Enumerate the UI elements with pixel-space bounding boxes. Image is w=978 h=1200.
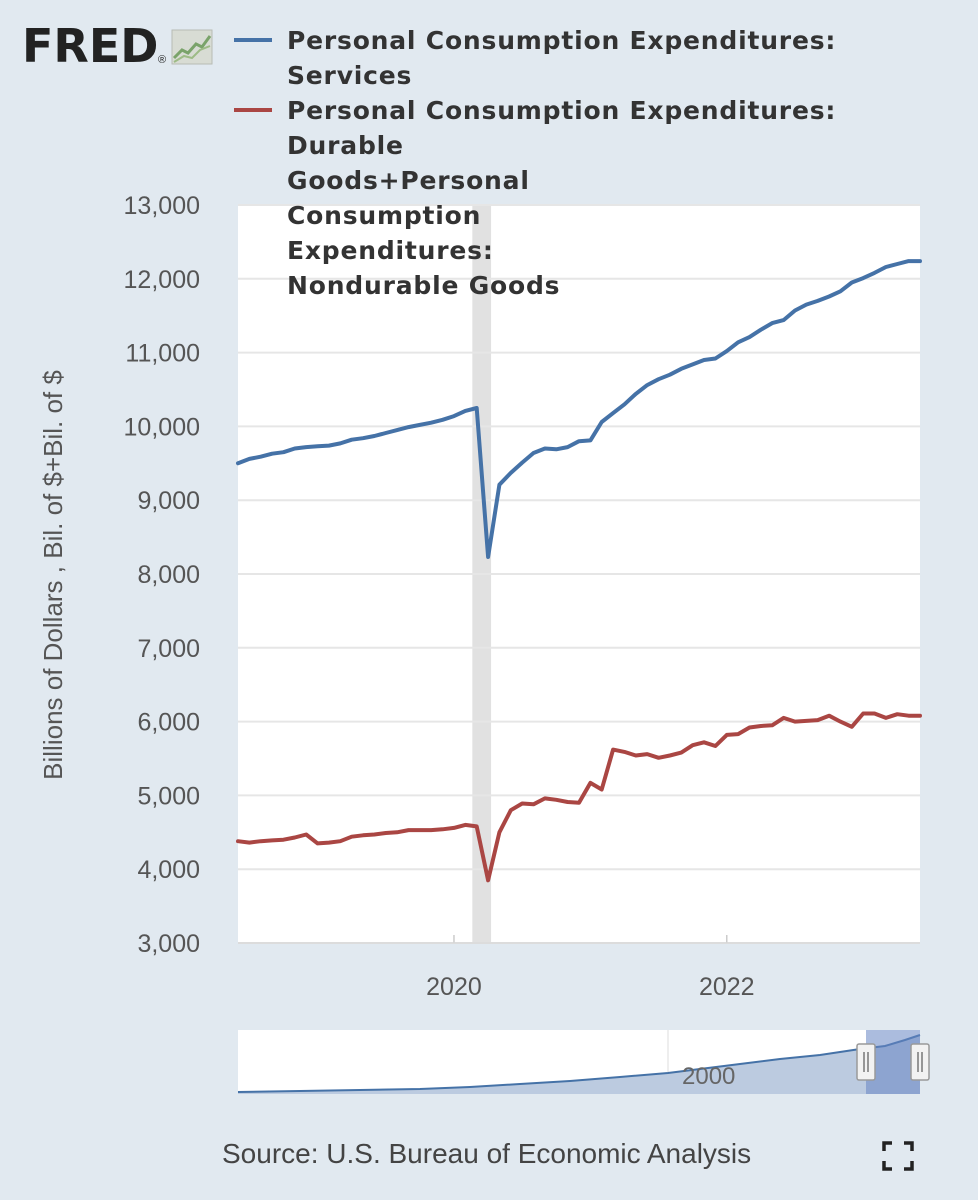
y-axis-label: Billions of Dollars , Bil. of $+Bil. of … (38, 370, 68, 780)
fred-logo[interactable]: FRED ® (22, 19, 213, 73)
legend-label-goods[interactable]: Personal Consumption Expenditures: Durab… (287, 96, 846, 300)
fred-logo-registered: ® (158, 54, 166, 66)
y-tick-label: 13,000 (124, 192, 200, 220)
y-tick-label: 11,000 (125, 340, 200, 368)
y-tick-label: 7,000 (137, 635, 200, 663)
y-tick-label: 5,000 (137, 782, 200, 810)
series-line-services[interactable] (236, 259, 922, 559)
navigator-year-label: 2000 (682, 1063, 735, 1090)
y-tick-label: 10,000 (124, 413, 200, 441)
y-tick-label: 9,000 (137, 487, 200, 515)
series-lines (236, 259, 922, 883)
y-tick-label: 3,000 (137, 930, 200, 958)
legend-label-services[interactable]: Personal Consumption Expenditures: Servi… (287, 26, 846, 90)
fred-logo-text: FRED (22, 19, 158, 73)
navigator-area (238, 1035, 920, 1094)
navigator-handle-right[interactable] (910, 1043, 930, 1081)
expand-icon[interactable] (882, 1141, 914, 1171)
x-tick-marks (238, 935, 920, 944)
legend: Personal Consumption Expenditures: Servi… (234, 26, 846, 300)
navigator-handle-left[interactable] (856, 1043, 876, 1081)
y-tick-labels: 3,000 4,000 5,000 6,000 7,000 8,000 9,000 10,00… (124, 192, 200, 958)
y-tick-label: 8,000 (137, 561, 200, 589)
x-tick-label: 2020 (426, 973, 482, 1001)
x-tick-labels: 2020 2022 (426, 973, 754, 1001)
fred-logo-graph-icon (171, 29, 213, 65)
source-note: Source: U.S. Bureau of Economic Analysis (222, 1138, 751, 1169)
y-tick-label: 12,000 (124, 266, 200, 294)
y-tick-label: 6,000 (137, 709, 200, 737)
series-line-goods[interactable] (236, 711, 922, 883)
navigator[interactable]: 2000 (237, 1030, 930, 1094)
y-tick-label: 4,000 (137, 856, 200, 884)
x-tick-label: 2022 (699, 973, 755, 1001)
